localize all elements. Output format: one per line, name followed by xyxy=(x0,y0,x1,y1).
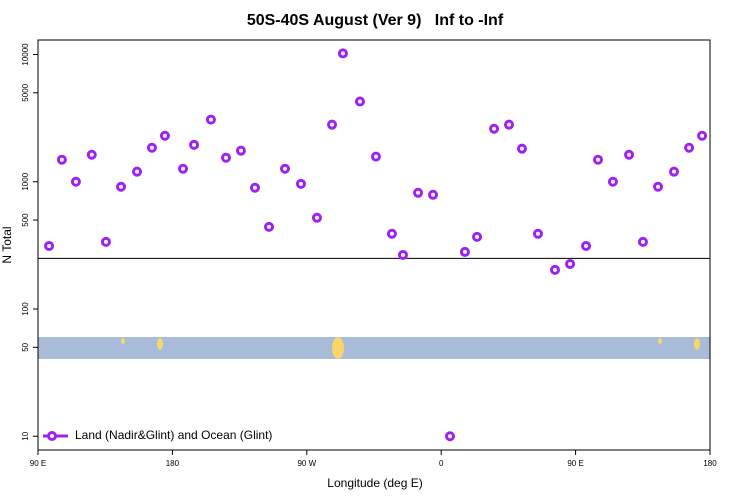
point xyxy=(189,139,200,150)
point xyxy=(445,431,456,442)
point xyxy=(459,246,470,257)
point xyxy=(235,145,246,156)
point xyxy=(472,231,483,242)
ocean-band xyxy=(38,337,710,359)
point xyxy=(697,130,708,141)
legend-label: Land (Nadir&Glint) and Ocean (Glint) xyxy=(75,428,272,442)
point xyxy=(56,154,67,165)
point xyxy=(581,240,592,251)
point xyxy=(159,130,170,141)
point xyxy=(549,264,560,275)
point xyxy=(624,149,635,160)
y-tick-label: 10 xyxy=(21,431,30,440)
point xyxy=(221,152,232,163)
point xyxy=(279,163,290,174)
point xyxy=(653,181,664,192)
point xyxy=(413,187,424,198)
plot-frame xyxy=(37,39,711,451)
point xyxy=(264,221,275,232)
land xyxy=(121,338,125,344)
point xyxy=(669,166,680,177)
point xyxy=(178,163,189,174)
point xyxy=(146,142,157,153)
point xyxy=(44,240,55,251)
point xyxy=(427,189,438,200)
x-tick-label: 90 E xyxy=(30,459,46,468)
point xyxy=(565,258,576,269)
point xyxy=(295,178,306,189)
point xyxy=(386,228,397,239)
point xyxy=(249,182,260,193)
y-tick-label: 50 xyxy=(21,342,30,351)
point xyxy=(593,154,603,165)
x-tick-label: 0 xyxy=(439,459,444,468)
x-tick-label: 180 xyxy=(703,459,717,468)
point xyxy=(100,236,111,247)
point xyxy=(70,176,81,187)
point xyxy=(116,181,127,192)
point xyxy=(354,96,365,107)
y-tick-label: 5000 xyxy=(21,83,30,101)
land xyxy=(694,338,700,350)
y-axis-label: N Total xyxy=(0,226,14,263)
point xyxy=(370,151,381,162)
point xyxy=(205,114,216,125)
x-axis-label: Longitude (deg E) xyxy=(327,476,422,490)
point xyxy=(311,212,322,223)
point xyxy=(684,142,695,153)
map-strip xyxy=(38,337,710,359)
point xyxy=(86,149,97,160)
y-tick-label: 10000 xyxy=(21,43,30,66)
point xyxy=(637,236,648,247)
point xyxy=(337,48,348,59)
x-tick-label: 90 W xyxy=(297,459,316,468)
land xyxy=(157,338,163,350)
point xyxy=(489,123,500,134)
x-tick-label: 90 E xyxy=(567,459,583,468)
point xyxy=(132,166,143,177)
x-tick-label: 180 xyxy=(166,459,180,468)
y-tick-label: 100 xyxy=(21,302,30,316)
point xyxy=(327,119,338,130)
point xyxy=(397,249,408,260)
chart-title: 50S-40S August (Ver 9) Inf to -Inf xyxy=(247,12,504,29)
land xyxy=(332,337,344,359)
y-tick-label: 500 xyxy=(21,213,30,227)
legend-marker xyxy=(47,431,57,441)
point xyxy=(503,119,514,130)
point xyxy=(516,143,527,154)
y-tick-label: 1000 xyxy=(21,172,30,190)
point xyxy=(607,176,618,187)
point xyxy=(532,228,543,239)
land xyxy=(658,338,662,344)
